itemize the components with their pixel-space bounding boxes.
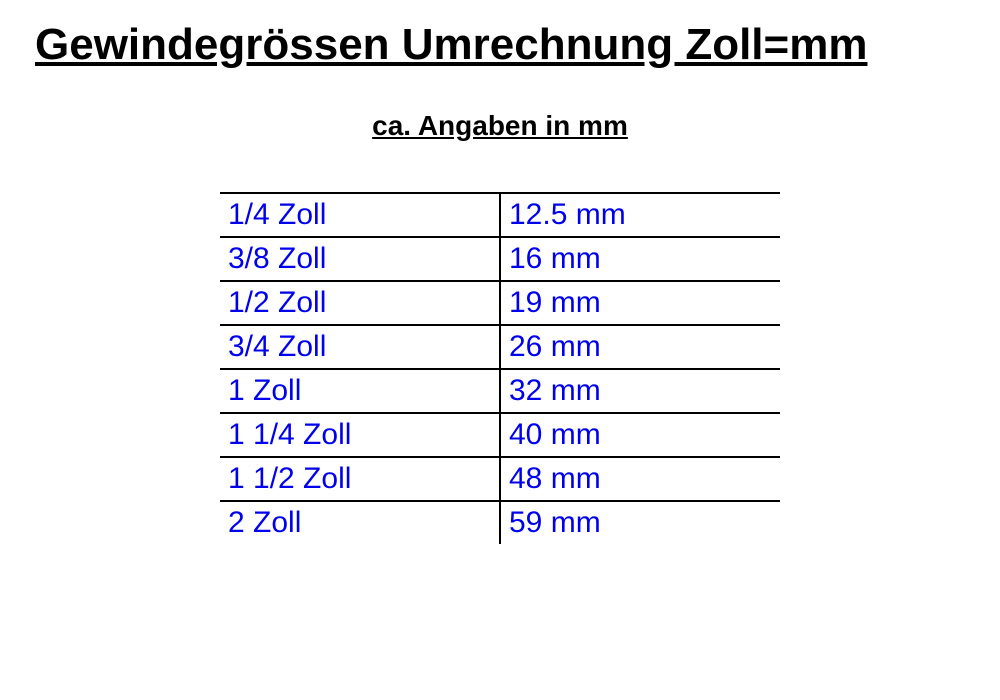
cell-mm: 19 mm bbox=[500, 281, 780, 325]
cell-mm: 48 mm bbox=[500, 457, 780, 501]
cell-mm: 16 mm bbox=[500, 237, 780, 281]
cell-mm: 59 mm bbox=[500, 501, 780, 544]
cell-zoll: 1/2 Zoll bbox=[220, 281, 500, 325]
cell-zoll: 1 Zoll bbox=[220, 369, 500, 413]
cell-zoll: 1/4 Zoll bbox=[220, 193, 500, 237]
table-row: 2 Zoll59 mm bbox=[220, 501, 780, 544]
conversion-table-container: 1/4 Zoll12.5 mm3/8 Zoll16 mm1/2 Zoll19 m… bbox=[30, 192, 970, 544]
table-row: 1/4 Zoll12.5 mm bbox=[220, 193, 780, 237]
conversion-table: 1/4 Zoll12.5 mm3/8 Zoll16 mm1/2 Zoll19 m… bbox=[220, 192, 780, 544]
table-row: 1 1/2 Zoll48 mm bbox=[220, 457, 780, 501]
cell-mm: 32 mm bbox=[500, 369, 780, 413]
table-row: 3/8 Zoll16 mm bbox=[220, 237, 780, 281]
cell-zoll: 1 1/2 Zoll bbox=[220, 457, 500, 501]
cell-mm: 26 mm bbox=[500, 325, 780, 369]
cell-mm: 12.5 mm bbox=[500, 193, 780, 237]
cell-zoll: 2 Zoll bbox=[220, 501, 500, 544]
table-row: 1 1/4 Zoll40 mm bbox=[220, 413, 780, 457]
cell-zoll: 3/4 Zoll bbox=[220, 325, 500, 369]
cell-zoll: 1 1/4 Zoll bbox=[220, 413, 500, 457]
page-subtitle: ca. Angaben in mm bbox=[30, 110, 970, 142]
table-row: 3/4 Zoll26 mm bbox=[220, 325, 780, 369]
page-title: Gewindegrössen Umrechnung Zoll=mm bbox=[35, 20, 970, 70]
table-row: 1 Zoll32 mm bbox=[220, 369, 780, 413]
cell-mm: 40 mm bbox=[500, 413, 780, 457]
table-row: 1/2 Zoll19 mm bbox=[220, 281, 780, 325]
cell-zoll: 3/8 Zoll bbox=[220, 237, 500, 281]
